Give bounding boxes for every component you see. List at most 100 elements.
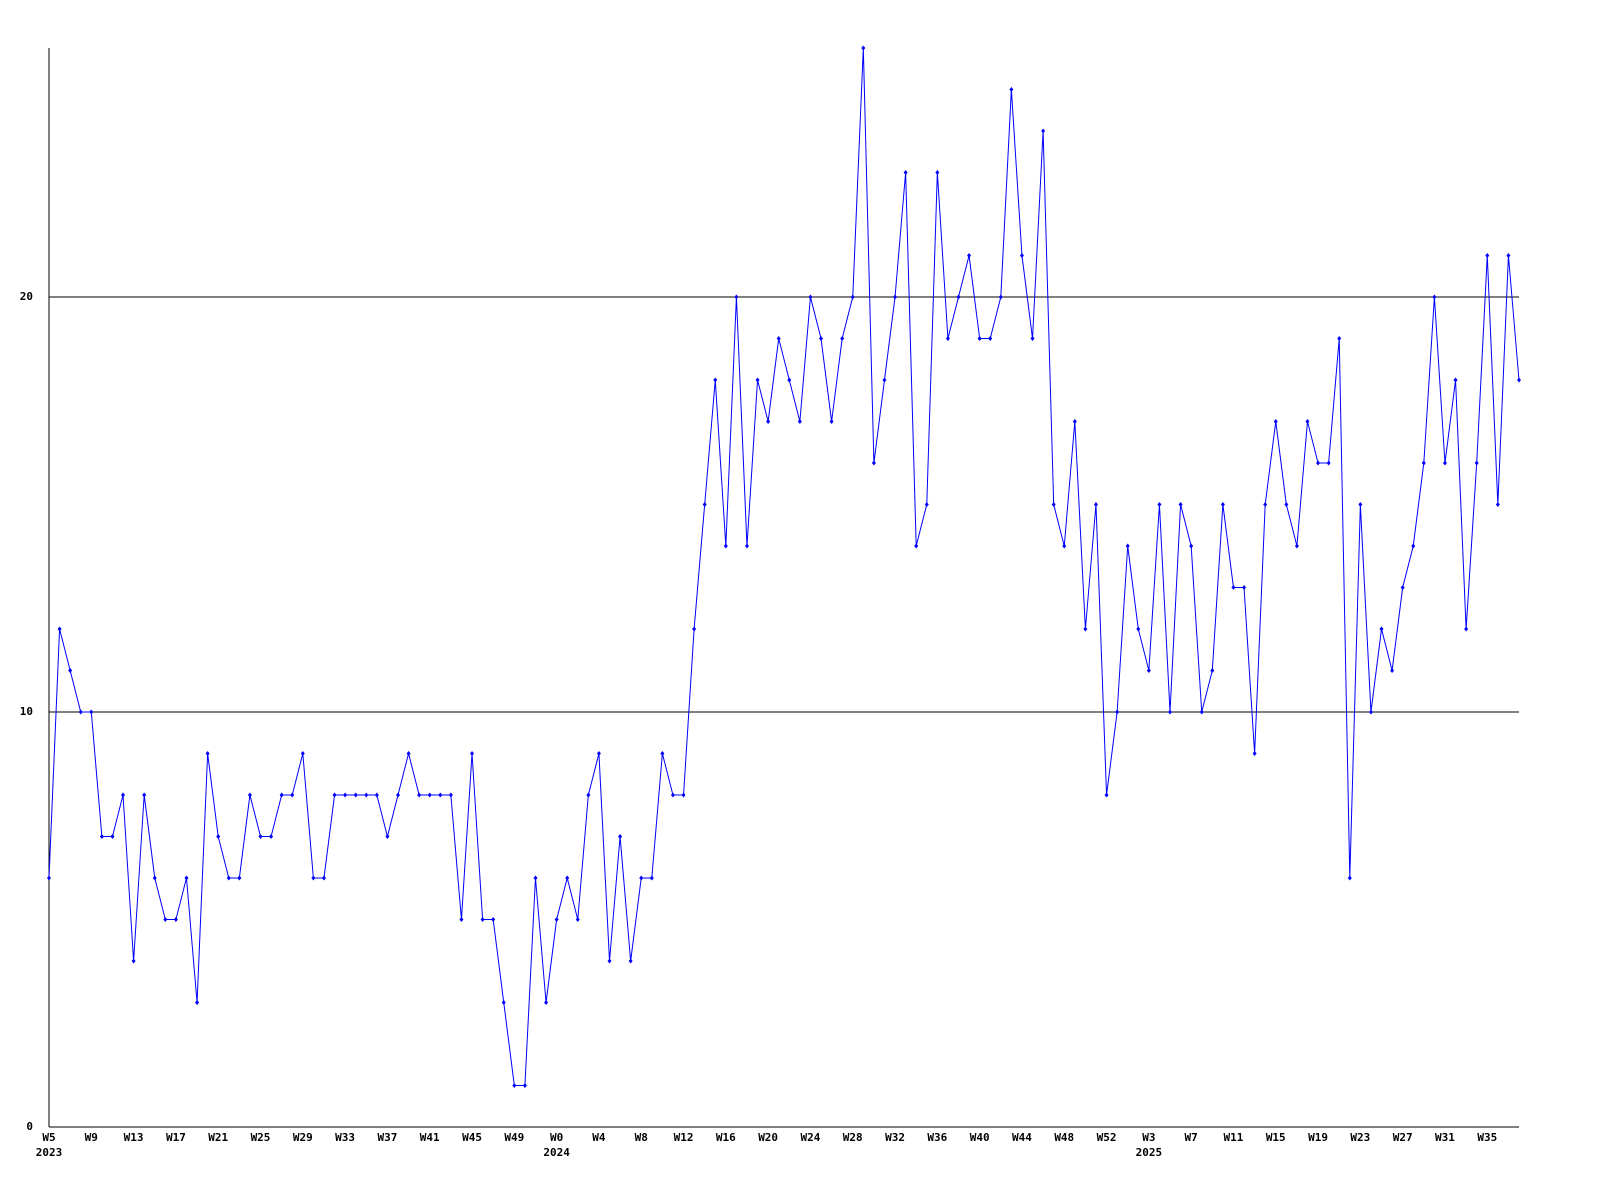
data-point xyxy=(290,792,295,798)
x-tick-label: W49 xyxy=(504,1131,524,1144)
data-point xyxy=(448,792,453,798)
data-point xyxy=(755,377,760,383)
data-point xyxy=(1368,709,1373,715)
year-label: 2023 xyxy=(36,1146,63,1159)
data-point xyxy=(1093,502,1098,507)
x-tick-label: W48 xyxy=(1054,1131,1074,1144)
data-point xyxy=(1485,253,1490,258)
data-point xyxy=(427,792,432,798)
data-point xyxy=(343,792,348,798)
data-point xyxy=(1495,502,1500,507)
data-point xyxy=(279,792,284,798)
data-point xyxy=(1411,543,1416,549)
data-point xyxy=(1019,253,1024,258)
data-point xyxy=(1242,585,1247,590)
data-point xyxy=(258,834,263,839)
y-tick-label: 0 xyxy=(26,1120,33,1133)
data-point xyxy=(522,1083,527,1088)
data-point xyxy=(1220,502,1225,507)
data-point xyxy=(649,875,654,881)
x-tick-label: W35 xyxy=(1477,1131,1497,1144)
data-point xyxy=(882,377,887,383)
x-tick-label: W25 xyxy=(251,1131,271,1144)
data-point xyxy=(1157,502,1162,507)
x-tick-label: W31 xyxy=(1435,1131,1455,1144)
data-point xyxy=(121,792,126,798)
data-point xyxy=(99,834,104,839)
x-tick-label: W5 xyxy=(42,1131,55,1144)
data-point xyxy=(173,917,178,922)
x-tick-label: W19 xyxy=(1308,1131,1328,1144)
data-point xyxy=(300,751,305,756)
data-point xyxy=(226,875,231,881)
data-point xyxy=(1168,709,1173,715)
data-point xyxy=(68,668,73,673)
data-point xyxy=(935,170,940,175)
x-tick-label: W36 xyxy=(927,1131,947,1144)
data-point xyxy=(237,875,242,881)
data-point xyxy=(1453,377,1458,383)
x-tick-label: W29 xyxy=(293,1131,313,1144)
data-point xyxy=(364,792,369,798)
data-point xyxy=(1125,543,1130,549)
x-tick-label: W23 xyxy=(1350,1131,1370,1144)
y-tick-label: 20 xyxy=(20,290,33,303)
data-point xyxy=(1146,668,1151,673)
data-point xyxy=(195,1000,200,1005)
data-point xyxy=(861,45,866,51)
x-tick-label: W15 xyxy=(1266,1131,1286,1144)
data-point xyxy=(395,792,400,798)
data-point xyxy=(1442,460,1447,466)
data-point xyxy=(945,336,950,341)
data-point xyxy=(406,751,411,756)
x-tick-label: W4 xyxy=(592,1131,606,1144)
data-point xyxy=(776,336,781,341)
data-point xyxy=(247,792,252,798)
data-point xyxy=(893,294,898,300)
data-point xyxy=(57,626,62,632)
data-point xyxy=(681,792,686,798)
x-tick-label: W9 xyxy=(85,1131,98,1144)
data-point xyxy=(1358,502,1363,507)
data-point xyxy=(1083,626,1088,632)
data-point xyxy=(1284,502,1289,507)
x-tick-label: W27 xyxy=(1393,1131,1413,1144)
data-point xyxy=(586,792,591,798)
x-tick-label: W44 xyxy=(1012,1131,1032,1144)
data-point xyxy=(840,336,845,341)
data-point xyxy=(512,1083,517,1088)
data-point xyxy=(998,294,1003,300)
data-point xyxy=(438,792,443,798)
x-tick-label: W24 xyxy=(801,1131,821,1144)
data-point xyxy=(1390,668,1395,673)
x-tick-label: W12 xyxy=(674,1131,694,1144)
data-point xyxy=(1136,626,1141,632)
data-point xyxy=(142,792,147,798)
data-point xyxy=(850,294,855,300)
data-point xyxy=(903,170,908,175)
data-point xyxy=(78,709,83,715)
x-tick-label: W33 xyxy=(335,1131,355,1144)
data-point xyxy=(1051,502,1056,507)
data-point xyxy=(533,875,538,881)
x-tick-label: W41 xyxy=(420,1131,440,1144)
data-point xyxy=(565,875,570,881)
data-point xyxy=(1104,792,1109,798)
data-point xyxy=(269,834,274,839)
x-tick-label: W21 xyxy=(208,1131,228,1144)
data-point xyxy=(628,958,633,964)
data-point xyxy=(1400,585,1405,590)
data-point xyxy=(311,875,316,881)
x-tick-label: W8 xyxy=(635,1131,648,1144)
data-point xyxy=(808,294,813,300)
data-point xyxy=(1337,336,1342,341)
data-point xyxy=(374,792,379,798)
data-point xyxy=(1464,626,1469,632)
data-point xyxy=(1189,543,1194,549)
data-point xyxy=(501,1000,506,1005)
data-point xyxy=(1072,419,1077,424)
data-point xyxy=(797,419,802,424)
data-line xyxy=(48,47,1520,1086)
